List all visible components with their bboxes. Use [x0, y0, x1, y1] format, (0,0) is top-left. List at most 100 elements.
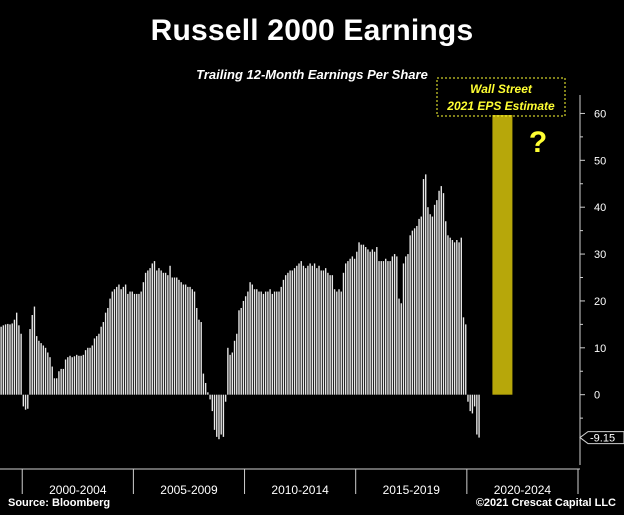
bar — [29, 329, 31, 395]
bar — [136, 293, 138, 395]
bar — [118, 284, 120, 395]
bar — [156, 270, 158, 395]
bar — [331, 275, 334, 395]
bar — [445, 221, 447, 395]
bar — [38, 340, 40, 395]
current-value-text: -9.15 — [590, 433, 615, 445]
bar — [365, 247, 367, 395]
bar — [107, 307, 109, 395]
bar — [389, 261, 391, 395]
y-tick-label: 0 — [594, 390, 600, 402]
bar — [9, 324, 11, 395]
bar — [87, 347, 89, 395]
bar — [304, 268, 307, 395]
bar — [124, 284, 127, 395]
bar — [96, 336, 98, 395]
bar — [213, 394, 216, 430]
bar — [433, 204, 436, 395]
bar — [240, 307, 242, 395]
bar — [104, 312, 107, 395]
bar — [264, 291, 267, 395]
bar — [127, 293, 129, 395]
bar — [251, 284, 254, 395]
bar — [284, 275, 287, 395]
bar — [353, 258, 356, 395]
bar — [460, 237, 462, 395]
bar — [227, 347, 229, 395]
bar — [369, 251, 371, 395]
bar — [71, 357, 73, 395]
bar — [311, 265, 314, 395]
bar — [296, 265, 298, 395]
bar — [269, 289, 271, 395]
bar — [67, 357, 69, 395]
bar — [216, 394, 218, 437]
bar — [58, 371, 60, 395]
bar — [465, 324, 467, 395]
bar — [338, 289, 340, 395]
bar — [258, 291, 260, 395]
bar — [282, 279, 285, 395]
bar — [402, 263, 405, 395]
bar — [4, 324, 7, 395]
bar — [49, 357, 51, 395]
bar — [256, 289, 258, 395]
estimate-label-line2: 2021 EPS Estimate — [446, 99, 555, 113]
bar — [191, 289, 193, 395]
bar — [98, 333, 100, 395]
bar — [289, 270, 291, 395]
bar — [473, 394, 476, 407]
bar — [345, 263, 347, 395]
bar — [40, 343, 42, 395]
bar — [113, 289, 116, 395]
bar — [385, 258, 387, 395]
bar — [302, 265, 305, 395]
bar — [176, 277, 178, 395]
bar — [380, 261, 382, 395]
bar — [202, 373, 205, 395]
estimate-label-line1: Wall Street — [470, 82, 533, 96]
bar — [247, 291, 249, 395]
bar — [347, 261, 349, 395]
bar — [24, 394, 27, 410]
copyright-note: ©2021 Crescat Capital LLC — [475, 497, 616, 509]
bar — [420, 216, 422, 395]
bar — [51, 366, 53, 395]
bar — [411, 230, 414, 395]
bar — [367, 249, 369, 395]
bar — [173, 277, 176, 395]
y-tick-label: 60 — [594, 108, 606, 120]
bar — [327, 272, 329, 395]
bar — [349, 258, 351, 395]
bar — [167, 275, 169, 395]
bar — [451, 240, 454, 395]
bar — [273, 291, 276, 395]
bar — [471, 394, 474, 414]
bar — [244, 296, 247, 395]
bar — [164, 272, 167, 395]
bar — [211, 394, 213, 412]
bar — [324, 268, 327, 395]
bar — [418, 218, 420, 395]
bar — [62, 368, 65, 395]
bar — [44, 347, 47, 395]
bar — [318, 265, 320, 395]
bar — [356, 251, 358, 395]
bar — [405, 256, 407, 395]
bar — [76, 354, 78, 395]
bar — [91, 345, 93, 395]
y-tick-label: 10 — [594, 343, 606, 355]
y-tick-label: 40 — [594, 202, 606, 214]
y-tick-label: 30 — [594, 249, 606, 261]
bar — [476, 394, 478, 435]
current-value-label: -9.15 — [579, 431, 624, 445]
bar — [396, 256, 398, 395]
bar — [447, 235, 449, 395]
bar — [11, 323, 13, 395]
bar — [100, 326, 102, 395]
bar — [31, 315, 33, 395]
bar — [42, 345, 45, 395]
bar — [33, 306, 36, 395]
x-group-label: 2010-2014 — [271, 483, 329, 497]
bar — [207, 392, 209, 395]
